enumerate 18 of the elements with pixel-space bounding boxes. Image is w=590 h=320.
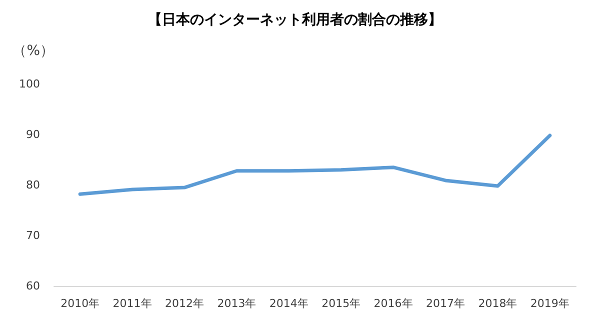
y-tick-label: 90 xyxy=(26,128,40,141)
x-tick-label: 2011年 xyxy=(112,297,152,310)
x-tick-label: 2017年 xyxy=(426,297,465,310)
x-tick-label: 2012年 xyxy=(165,297,204,310)
x-tick-label: 2016年 xyxy=(374,297,413,310)
line-series xyxy=(78,134,552,196)
x-tick-label: 2019年 xyxy=(530,297,570,310)
y-axis-title: （%） xyxy=(12,43,54,59)
y-tick-label: 80 xyxy=(26,178,40,192)
y-tick-label: 60 xyxy=(26,280,40,292)
x-tick-label: 2014年 xyxy=(269,297,308,310)
x-tick-label: 2010年 xyxy=(60,297,100,310)
x-tick-label: 2018年 xyxy=(478,297,518,310)
x-tick-label: 2015年 xyxy=(322,297,361,310)
chart-title: 【日本のインターネット利用者の割合の推移】 xyxy=(148,11,442,28)
y-tick-label: 70 xyxy=(26,229,40,242)
y-tick-label: 100 xyxy=(19,78,40,90)
x-tick-label: 2013年 xyxy=(217,297,256,310)
